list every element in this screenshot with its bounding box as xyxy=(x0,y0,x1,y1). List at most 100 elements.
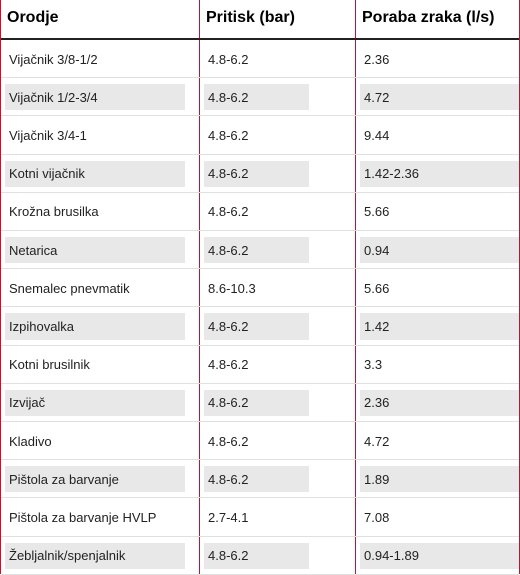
consumption-cell: 9.44 xyxy=(355,116,519,155)
tool-cell: Vijačnik 1/2-3/4 xyxy=(1,78,199,116)
tool-cell: Žebljalnik/spenjalnik xyxy=(1,537,199,575)
tool-cell: Vijačnik 3/8-1/2 xyxy=(1,40,199,78)
pressure-cell: 2.7-4.1 xyxy=(199,498,355,537)
consumption-cell: 4.72 xyxy=(355,78,519,117)
tool-cell-text: Netarica xyxy=(9,242,58,258)
table-row: Kotni vijačnik 4.8-6.2 1.42-2.36 xyxy=(1,154,519,193)
pressure-cell-text: 4.8-6.2 xyxy=(208,242,249,258)
tool-cell: Kotni vijačnik xyxy=(1,155,199,193)
tool-cell-text: Izpihovalka xyxy=(9,318,75,334)
tool-cell-text: Žebljalnik/spenjalnik xyxy=(9,548,126,564)
consumption-cell-text: 3.3 xyxy=(364,357,383,373)
consumption-cell: 1.42-2.36 xyxy=(355,154,519,193)
tool-cell-text: Pištola za barvanje HVLP xyxy=(9,509,157,525)
tool-cell: Kotni brusilnik xyxy=(1,346,199,384)
pressure-cell: 4.8-6.2 xyxy=(199,78,355,117)
consumption-cell-text: 0.94 xyxy=(364,242,390,258)
table-row: Izvijač 4.8-6.2 2.36 xyxy=(1,383,519,422)
table-row: Krožna brusilka 4.8-6.2 5.66 xyxy=(1,192,519,231)
tool-cell-text: Krožna brusilka xyxy=(9,204,99,220)
pressure-cell-text: 4.8-6.2 xyxy=(208,395,249,411)
table-row: Pištola za barvanje HVLP 2.7-4.1 7.08 xyxy=(1,498,519,537)
consumption-cell-text: 1.89 xyxy=(364,471,390,487)
pressure-cell-text: 2.7-4.1 xyxy=(208,509,249,525)
tool-cell: Krožna brusilka xyxy=(1,193,199,231)
tool-cell-text: Izvijač xyxy=(9,395,46,411)
tool-cell: Izvijač xyxy=(1,384,199,422)
pressure-cell: 4.8-6.2 xyxy=(199,460,355,499)
tool-cell-text: Kotni vijačnik xyxy=(9,166,85,182)
pressure-cell-text: 4.8-6.2 xyxy=(208,318,249,334)
tool-cell-text: Kotni brusilnik xyxy=(9,357,90,373)
pressure-cell: 4.8-6.2 xyxy=(199,192,355,231)
consumption-cell: 2.36 xyxy=(355,383,519,422)
consumption-cell: 5.66 xyxy=(355,192,519,231)
consumption-cell: 3.3 xyxy=(355,345,519,384)
header-pressure: Pritisk (bar) xyxy=(199,0,355,38)
pressure-cell: 4.8-6.2 xyxy=(199,383,355,422)
consumption-cell-text: 4.72 xyxy=(364,433,390,449)
pressure-cell: 4.8-6.2 xyxy=(199,40,355,79)
table-row: Vijačnik 3/4-1 4.8-6.2 9.44 xyxy=(1,116,519,155)
pressure-cell-text: 4.8-6.2 xyxy=(208,433,249,449)
tool-cell-text: Pištola za barvanje xyxy=(9,471,119,487)
table-row: Kotni brusilnik 4.8-6.2 3.3 xyxy=(1,345,519,384)
consumption-cell-text: 4.72 xyxy=(364,89,390,105)
consumption-cell-text: 5.66 xyxy=(364,280,390,296)
tool-cell-text: Vijačnik 3/4-1 xyxy=(9,127,87,143)
table-header-row: Orodje Pritisk (bar) Poraba zraka (l/s) xyxy=(1,0,519,40)
pressure-cell: 4.8-6.2 xyxy=(199,307,355,346)
pressure-cell-text: 4.8-6.2 xyxy=(208,548,249,564)
table-row: Žebljalnik/spenjalnik 4.8-6.2 0.94-1.89 xyxy=(1,536,519,575)
consumption-cell: 4.72 xyxy=(355,422,519,461)
consumption-cell-text: 1.42-2.36 xyxy=(364,166,419,182)
table-row: Vijačnik 1/2-3/4 4.8-6.2 4.72 xyxy=(1,78,519,117)
tool-cell-text: Vijačnik 1/2-3/4 xyxy=(9,89,98,105)
pressure-cell-text: 8.6-10.3 xyxy=(208,280,256,296)
consumption-cell-text: 2.36 xyxy=(364,51,390,67)
consumption-cell: 1.42 xyxy=(355,307,519,346)
consumption-cell: 2.36 xyxy=(355,40,519,79)
tool-cell: Kladivo xyxy=(1,422,199,460)
tool-cell: Netarica xyxy=(1,231,199,269)
table-row: Izpihovalka 4.8-6.2 1.42 xyxy=(1,307,519,346)
header-consumption: Poraba zraka (l/s) xyxy=(355,0,519,38)
pressure-cell-text: 4.8-6.2 xyxy=(208,471,249,487)
pressure-cell-text: 4.8-6.2 xyxy=(208,166,249,182)
consumption-cell: 0.94 xyxy=(355,231,519,270)
pressure-cell-text: 4.8-6.2 xyxy=(208,51,249,67)
tool-cell: Pištola za barvanje xyxy=(1,460,199,498)
consumption-cell-text: 2.36 xyxy=(364,395,390,411)
tool-cell: Vijačnik 3/4-1 xyxy=(1,116,199,154)
tool-cell: Snemalec pnevmatik xyxy=(1,269,199,307)
consumption-cell: 1.89 xyxy=(355,460,519,499)
consumption-cell-text: 7.08 xyxy=(364,509,390,525)
consumption-cell: 0.94-1.89 xyxy=(355,536,519,575)
pressure-cell-text: 4.8-6.2 xyxy=(208,357,249,373)
table-row: Pištola za barvanje 4.8-6.2 1.89 xyxy=(1,460,519,499)
header-tool: Orodje xyxy=(7,9,59,26)
pressure-cell: 4.8-6.2 xyxy=(199,116,355,155)
pressure-cell: 8.6-10.3 xyxy=(199,269,355,308)
pressure-cell: 4.8-6.2 xyxy=(199,154,355,193)
tool-cell-text: Kladivo xyxy=(9,433,52,449)
table-row: Vijačnik 3/8-1/2 4.8-6.2 2.36 xyxy=(1,40,519,79)
pressure-cell: 4.8-6.2 xyxy=(199,345,355,384)
pressure-cell-text: 4.8-6.2 xyxy=(208,127,249,143)
tool-cell-text: Vijačnik 3/8-1/2 xyxy=(9,51,98,67)
tool-cell: Pištola za barvanje HVLP xyxy=(1,498,199,536)
consumption-cell: 5.66 xyxy=(355,269,519,308)
pressure-cell-text: 4.8-6.2 xyxy=(208,204,249,220)
pressure-cell: 4.8-6.2 xyxy=(199,536,355,575)
pressure-cell: 4.8-6.2 xyxy=(199,422,355,461)
tool-cell-text: Snemalec pnevmatik xyxy=(9,280,130,296)
pressure-cell: 4.8-6.2 xyxy=(199,231,355,270)
consumption-cell-text: 5.66 xyxy=(364,204,390,220)
table-row: Kladivo 4.8-6.2 4.72 xyxy=(1,422,519,461)
table-row: Netarica 4.8-6.2 0.94 xyxy=(1,231,519,270)
consumption-cell-text: 0.94-1.89 xyxy=(364,548,419,564)
consumption-cell: 7.08 xyxy=(355,498,519,537)
tool-cell: Izpihovalka xyxy=(1,307,199,345)
table-row: Snemalec pnevmatik 8.6-10.3 5.66 xyxy=(1,269,519,308)
pressure-cell-text: 4.8-6.2 xyxy=(208,89,249,105)
